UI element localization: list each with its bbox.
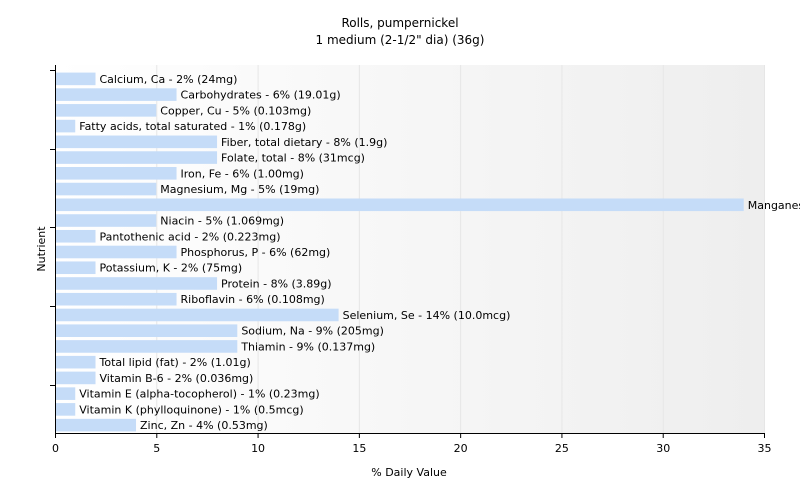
bar	[55, 403, 76, 416]
x-tick-label: 30	[656, 442, 670, 455]
chart-title: Rolls, pumpernickel	[341, 16, 458, 30]
bar	[55, 277, 218, 290]
bar-label: Sodium, Na - 9% (205mg)	[241, 325, 384, 338]
x-tick-label: 0	[52, 442, 59, 455]
bar-label: Manganese, Mn - 34% (0.687mg)	[748, 199, 800, 212]
bar-label: Niacin - 5% (1.069mg)	[160, 215, 284, 228]
bar	[55, 88, 177, 101]
bar-label: Total lipid (fat) - 2% (1.01g)	[99, 356, 251, 369]
bar-label: Vitamin E (alpha-tocopherol) - 1% (0.23m…	[79, 388, 319, 401]
bar	[55, 182, 157, 196]
bar-label: Copper, Cu - 5% (0.103mg)	[160, 104, 311, 117]
bar-label: Iron, Fe - 6% (1.00mg)	[181, 167, 304, 180]
bar-label: Fiber, total dietary - 8% (1.9g)	[221, 136, 387, 149]
bar	[55, 324, 238, 337]
bar	[55, 198, 744, 212]
bar-label: Fatty acids, total saturated - 1% (0.178…	[79, 120, 306, 133]
bar	[55, 135, 218, 149]
chart-subtitle: 1 medium (2-1/2" dia) (36g)	[316, 33, 485, 47]
bar	[55, 355, 96, 369]
bar-label: Folate, total - 8% (31mcg)	[221, 152, 365, 165]
bar-label: Vitamin B-6 - 2% (0.036mg)	[100, 372, 254, 385]
x-tick-label: 15	[352, 442, 366, 455]
bar-label: Phosphorus, P - 6% (62mg)	[181, 246, 331, 259]
bar-label: Potassium, K - 2% (75mg)	[100, 262, 243, 275]
bar	[55, 387, 76, 400]
bar-labels: Calcium, Ca - 2% (24mg) Carbohydrates - 6…	[79, 73, 800, 432]
grid-lines	[156, 65, 765, 433]
bar-label: Pantothenic acid - 2% (0.223mg)	[100, 230, 281, 243]
bar	[55, 104, 157, 117]
y-axis-title: Nutrient	[35, 226, 48, 272]
bar-label: Zinc, Zn - 4% (0.53mg)	[140, 419, 268, 432]
bar	[55, 214, 157, 227]
bar	[55, 119, 76, 133]
x-tick-label: 25	[555, 442, 569, 455]
bar	[55, 245, 177, 259]
x-tick-label: 35	[758, 442, 772, 455]
x-tick-label: 10	[251, 442, 265, 455]
bar	[55, 340, 238, 353]
bar-label: Calcium, Ca - 2% (24mg)	[100, 73, 238, 86]
bar	[55, 167, 177, 180]
bar-label: Protein - 8% (3.89g)	[221, 277, 332, 290]
x-tick-label: 5	[153, 442, 160, 455]
x-tick-labels: 0 5 10 15 20 25 30 35	[52, 442, 772, 455]
bar-label: Selenium, Se - 14% (10.0mcg)	[343, 309, 511, 322]
bar-label: Vitamin K (phylloquinone) - 1% (0.5mcg)	[79, 403, 303, 416]
bar	[55, 229, 96, 243]
x-axis-title: % Daily Value	[371, 466, 447, 479]
bar-label: Riboflavin - 6% (0.108mg)	[181, 293, 325, 306]
bar	[55, 261, 96, 275]
axes	[50, 65, 765, 438]
bar	[55, 418, 137, 432]
bar	[55, 308, 339, 322]
x-tick-label: 20	[454, 442, 468, 455]
bar	[55, 72, 96, 86]
bar-label: Thiamin - 9% (0.137mg)	[240, 340, 375, 353]
bar-label: Magnesium, Mg - 5% (19mg)	[160, 183, 319, 196]
bars	[55, 72, 744, 432]
bar	[55, 292, 177, 306]
bar-label: Carbohydrates - 6% (19.01g)	[181, 89, 341, 102]
bar	[55, 151, 218, 164]
bar	[55, 371, 96, 385]
